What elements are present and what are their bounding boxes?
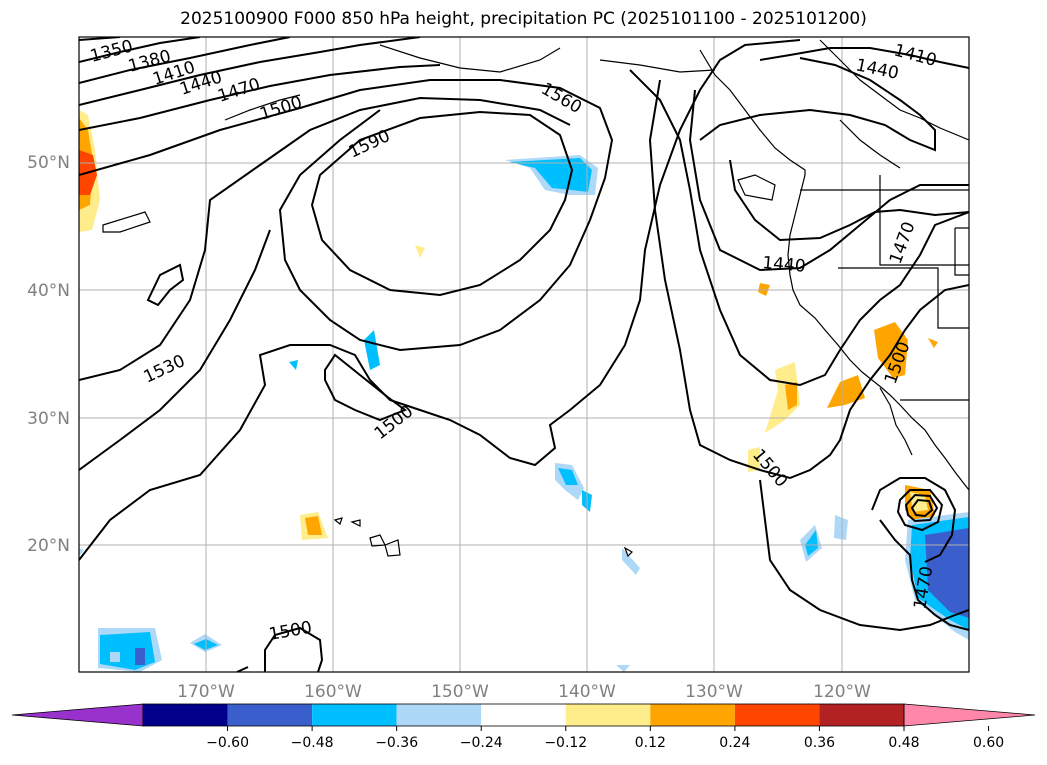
lat-label-20n: 20°N <box>27 536 70 556</box>
coastlines <box>102 39 969 558</box>
contour-label: 1440 <box>762 253 807 277</box>
colorbar-tick-label: −0.12 <box>544 735 587 751</box>
colorbar-tick-label: 0.48 <box>888 735 919 751</box>
lon-label-170w: 170°W <box>177 682 235 702</box>
colorbar-extend-low <box>11 703 144 727</box>
lon-label-120w: 120°W <box>813 682 871 702</box>
height-contours <box>79 37 969 672</box>
colorbar-tick-label: 0.36 <box>804 735 835 751</box>
lon-label-160w: 160°W <box>304 682 362 702</box>
lat-label-50n: 50°N <box>27 153 70 173</box>
colorbar-segment <box>312 704 397 726</box>
colorbar-tick-label: −0.36 <box>375 735 418 751</box>
colorbar-segment <box>481 704 566 726</box>
lat-label-30n: 30°N <box>27 409 70 429</box>
map-frame <box>78 36 970 673</box>
colorbar-extend-high <box>903 703 1036 727</box>
map-title: 2025100900 F000 850 hPa height, precipit… <box>180 9 867 29</box>
colorbar-tick-label: 0.12 <box>635 735 666 751</box>
colorbar-segment <box>565 704 651 726</box>
map-panel <box>79 37 969 672</box>
colorbar-segment <box>650 704 735 726</box>
colorbar-tick-label: −0.60 <box>206 735 249 751</box>
colorbar-segment <box>227 704 313 726</box>
precip-positive-shading <box>79 110 938 540</box>
lon-label-130w: 130°W <box>685 682 743 702</box>
colorbar-tick-label: −0.24 <box>460 735 503 751</box>
colorbar-segment <box>819 704 904 726</box>
colorbar-tick-label: 0.24 <box>719 735 750 751</box>
colorbar-frame <box>142 703 905 727</box>
lon-label-150w: 150°W <box>431 682 489 702</box>
longitude-labels: 170°W 160°W 150°W 140°W 130°W 120°W <box>177 682 871 702</box>
colorbar-segment <box>734 704 820 726</box>
latitude-labels: 50°N 40°N 30°N 20°N <box>27 153 70 556</box>
colorbar-segment <box>396 704 482 726</box>
lat-label-40n: 40°N <box>27 281 70 301</box>
colorbar: −0.60 −0.48 −0.36 −0.24 −0.12 0.12 0.24 0.36 0.4… <box>11 703 1036 751</box>
colorbar-segment <box>143 704 228 726</box>
colorbar-tick-label: −0.48 <box>291 735 334 751</box>
colorbar-tick-label: 0.60 <box>973 735 1004 751</box>
gridlines <box>79 37 969 672</box>
lon-label-140w: 140°W <box>558 682 616 702</box>
